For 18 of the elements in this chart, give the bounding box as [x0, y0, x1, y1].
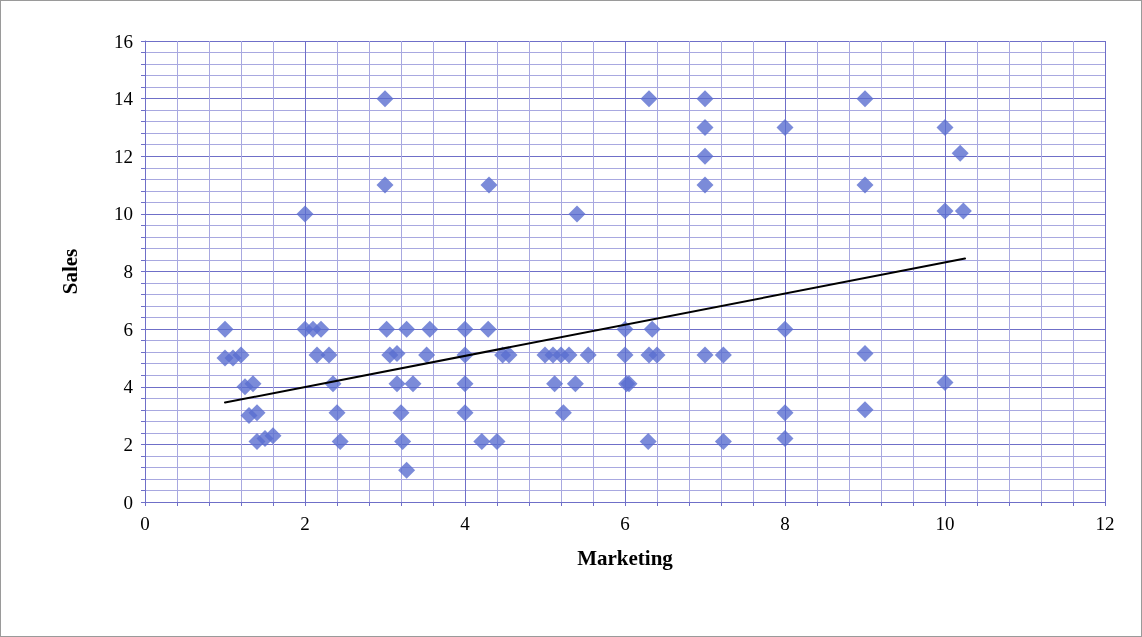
x-tick-label: 6 [620, 513, 630, 534]
x-tick-label: 0 [140, 513, 150, 534]
x-tick-label: 12 [1095, 513, 1115, 534]
y-tick-label: 0 [123, 491, 133, 513]
x-axis-title: Marketing [577, 545, 674, 570]
x-tick-label: 10 [935, 513, 955, 534]
y-tick-label: 12 [114, 145, 133, 167]
x-tick-label: 8 [780, 513, 790, 534]
x-tick-label: 2 [300, 513, 310, 534]
y-tick-label: 4 [123, 376, 134, 398]
y-tick-label: 10 [114, 203, 133, 225]
y-tick-label: 8 [123, 261, 133, 282]
y-tick-label: 6 [123, 318, 133, 340]
y-tick-label: 2 [123, 433, 133, 455]
x-tick-label: 4 [460, 513, 471, 534]
y-tick-label: 16 [114, 30, 133, 52]
y-tick-label: 14 [114, 88, 134, 110]
y-axis-title: Sales [57, 248, 82, 295]
